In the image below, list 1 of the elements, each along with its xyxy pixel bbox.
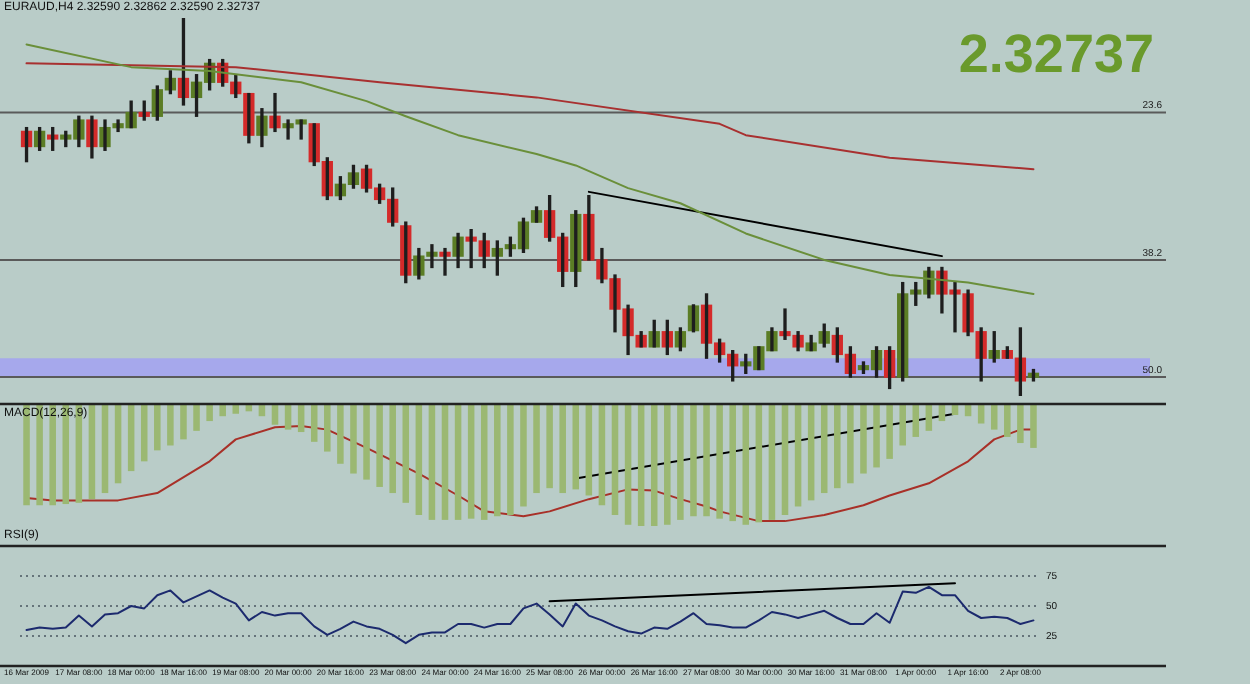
annotation: 2.32737 [958, 24, 1154, 86]
